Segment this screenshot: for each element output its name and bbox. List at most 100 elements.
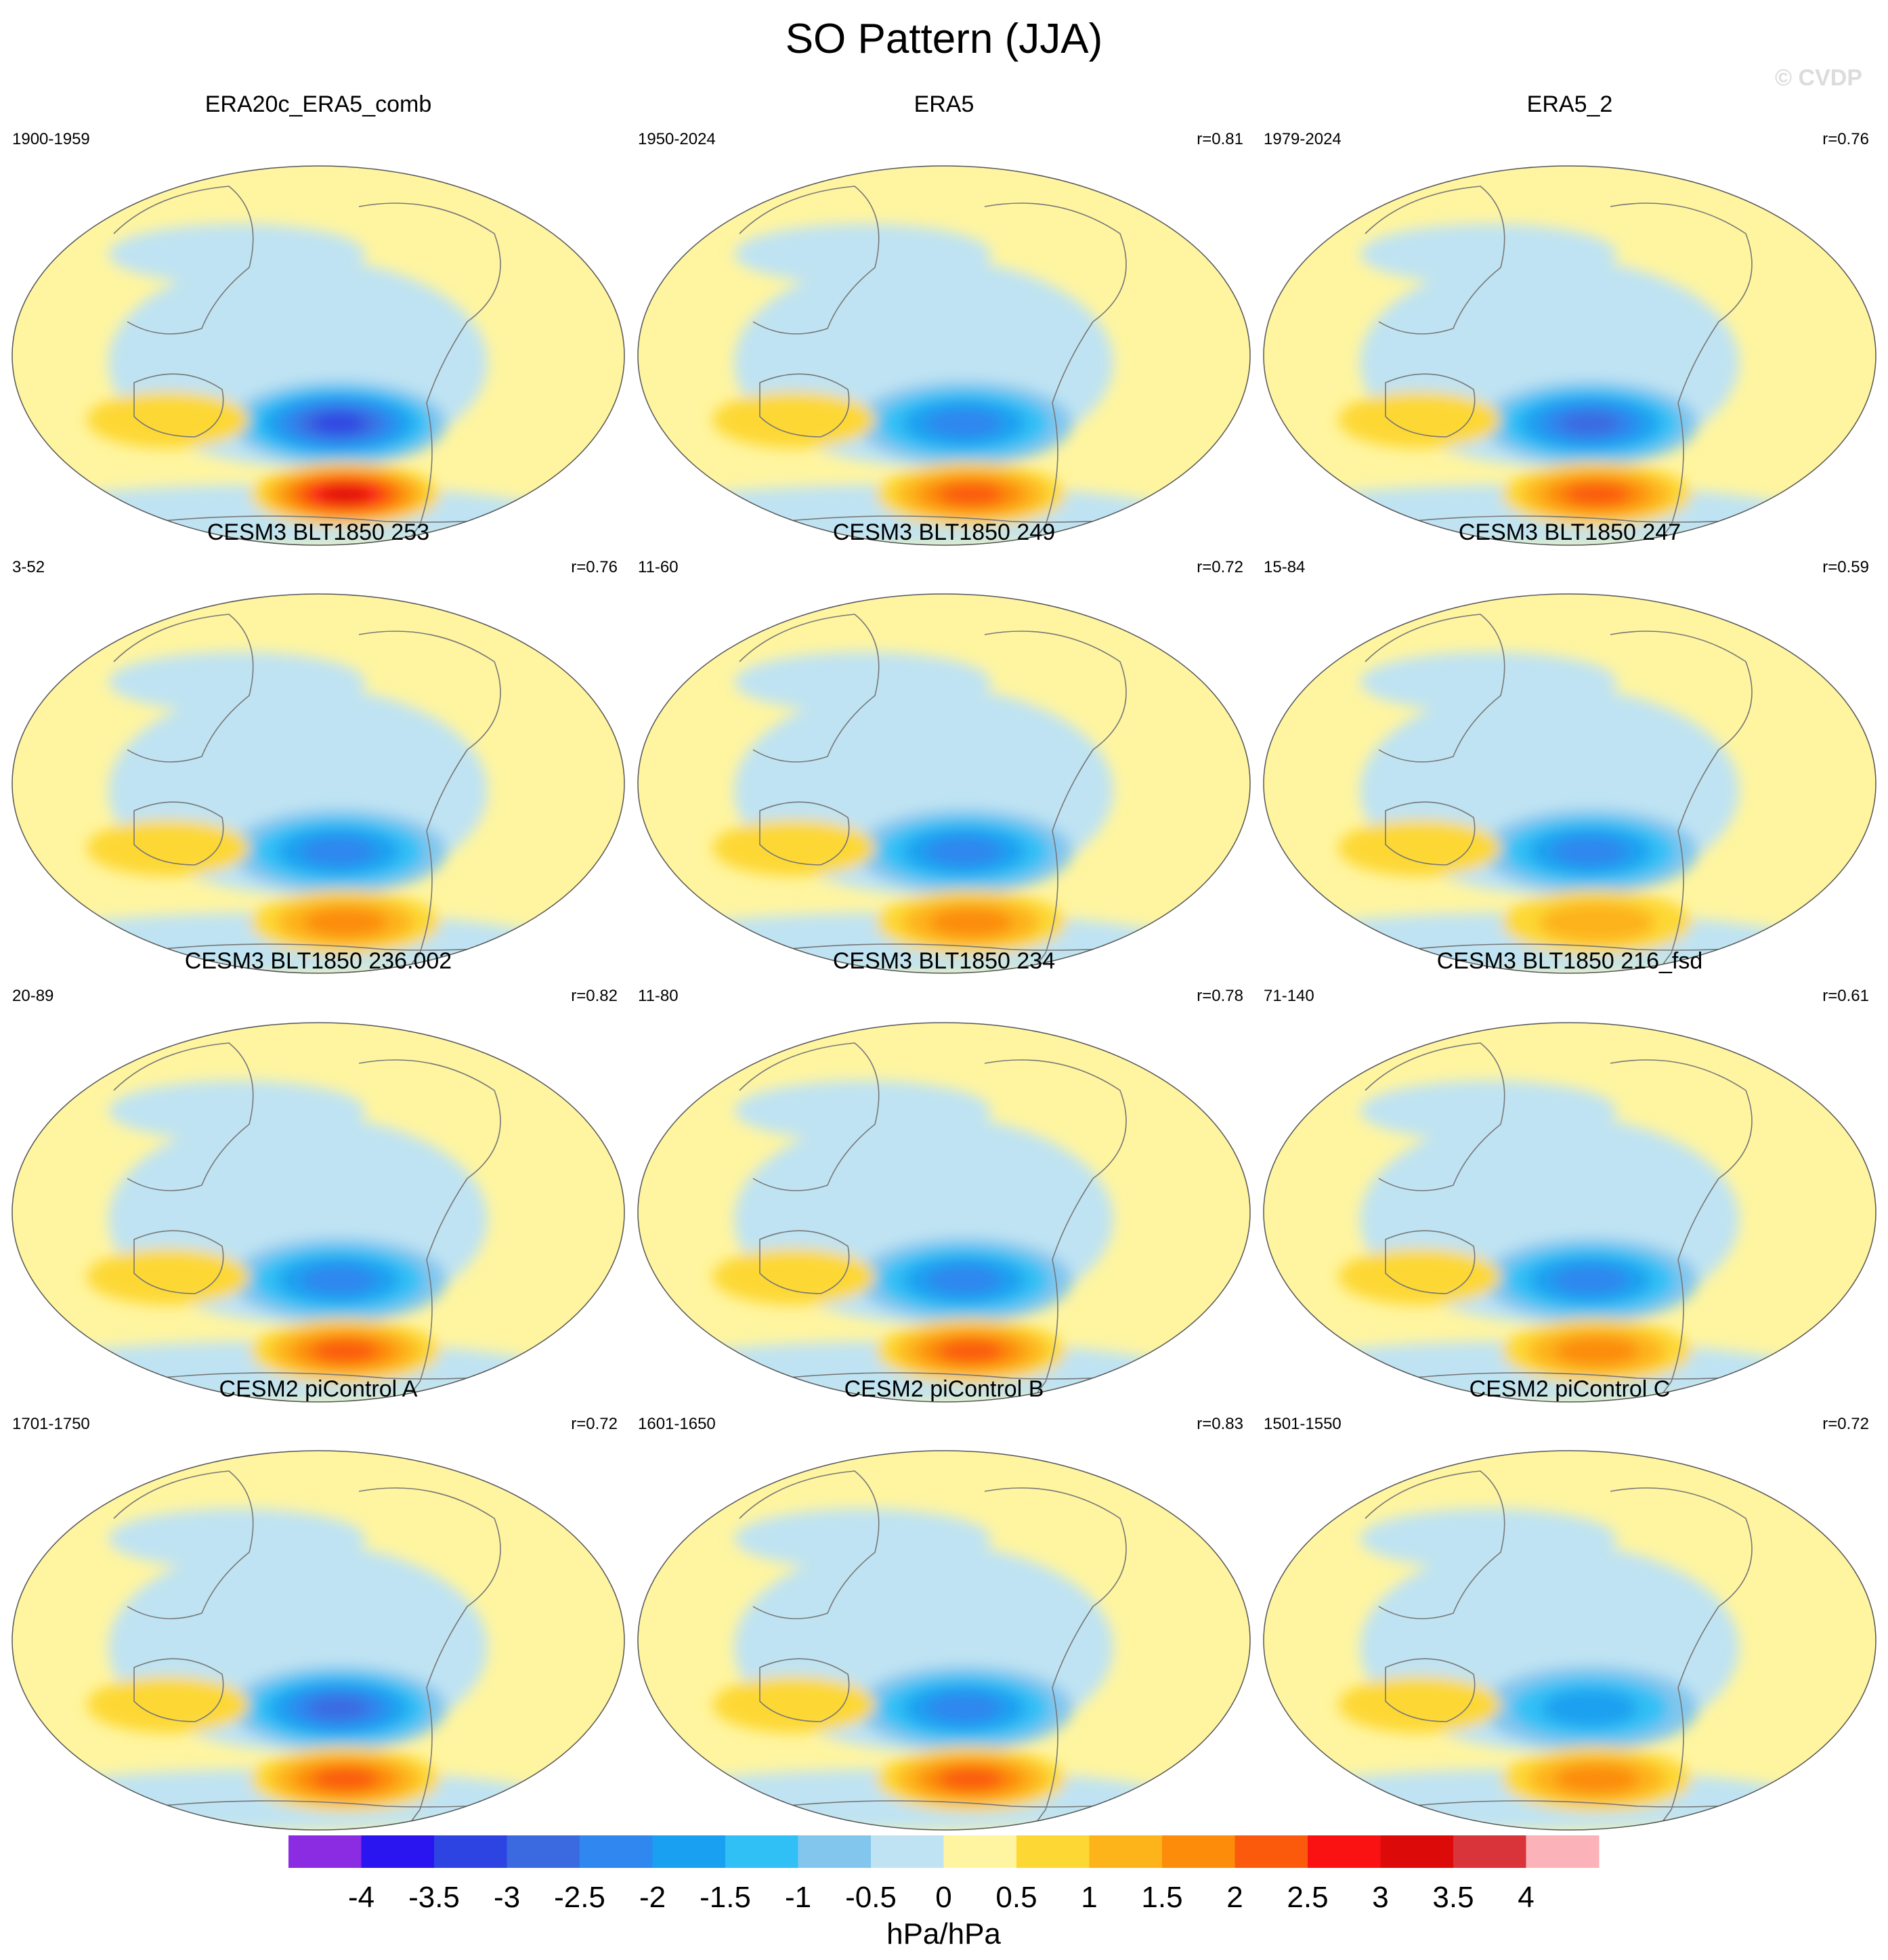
north-pacific-negative-band — [1360, 223, 1617, 284]
north-pacific-negative-band — [734, 1080, 991, 1141]
australia-coastline — [759, 1658, 850, 1722]
americas-coastline — [1610, 1487, 1753, 1830]
field-contours — [638, 223, 1179, 545]
australia-coastline — [133, 1230, 224, 1294]
indian-ocean-positive-lobe — [712, 1248, 875, 1305]
positive-contour — [1564, 483, 1630, 506]
colorbar-swatch — [434, 1835, 507, 1868]
colorbar-swatch — [1235, 1835, 1308, 1868]
positive-contour — [1538, 902, 1656, 943]
positive-contour — [312, 1340, 379, 1363]
colorbar-tick-label: -2 — [639, 1881, 666, 1914]
panel-title: CESM3 BLT1850 234 — [833, 948, 1055, 974]
north-pacific-negative-band — [734, 652, 991, 712]
asia-coastline — [1365, 614, 1505, 763]
panel-title: ERA5_2 — [1527, 91, 1613, 117]
panel-period: 15-84 — [1264, 558, 1305, 576]
map-panel: CESM3 BLT1850 234 11-80 r=0.78 — [637, 948, 1251, 1403]
colorbar-tick-label: 2.5 — [1287, 1881, 1328, 1914]
panel-title: CESM2 piControl C — [1469, 1376, 1671, 1402]
negative-contour — [1559, 411, 1621, 435]
colorbar-tick-label: -4 — [348, 1881, 374, 1914]
panel-title: CESM3 BLT1850 249 — [833, 519, 1055, 545]
panel-title: CESM2 piControl A — [219, 1376, 418, 1402]
map-field — [638, 1451, 1250, 1830]
negative-contour — [926, 408, 1002, 438]
negative-contour — [926, 836, 1002, 866]
colorbar-swatch — [1089, 1835, 1163, 1868]
map-panel: CESM2 piControl C 1501-1550 r=0.72 — [1263, 1376, 1876, 1831]
north-pacific-negative-band — [1360, 1508, 1617, 1569]
americas-coastline — [984, 1487, 1127, 1830]
map-field — [638, 1023, 1250, 1402]
negative-contour — [301, 836, 377, 866]
colorbar-tick-label: -1 — [785, 1881, 811, 1914]
map-field — [1264, 1023, 1876, 1402]
asia-coastline — [739, 1470, 880, 1619]
indian-ocean-positive-lobe — [712, 391, 875, 448]
negative-contour — [1552, 1265, 1628, 1295]
americas-coastline — [1610, 631, 1753, 973]
map-field — [638, 594, 1250, 973]
figure-title: SO Pattern (JJA) — [786, 16, 1103, 62]
map-panel: CESM2 piControl A 1701-1750 r=0.72 — [12, 1376, 625, 1831]
colorbar-tick-label: 0 — [935, 1881, 951, 1914]
colorbar-tick-label: 1 — [1081, 1881, 1097, 1914]
indian-ocean-positive-lobe — [1338, 819, 1501, 876]
colorbar-swatch — [1162, 1835, 1235, 1868]
positive-contour — [938, 483, 1004, 506]
field-contours — [1264, 223, 1805, 545]
panel-correlation: r=0.72 — [1197, 558, 1243, 576]
australia-coastline — [759, 801, 850, 866]
colorbar-tick-label: -0.5 — [845, 1881, 897, 1914]
asia-coastline — [113, 614, 254, 763]
field-contours — [12, 223, 553, 545]
positive-contour — [938, 1768, 1004, 1791]
asia-coastline — [113, 1470, 254, 1619]
colorbar-swatch — [507, 1835, 580, 1868]
map-border — [637, 593, 1251, 974]
colorbar-swatch — [1380, 1835, 1454, 1868]
colorbar-tick-label: 4 — [1518, 1881, 1534, 1914]
colorbar-swatch — [1016, 1835, 1090, 1868]
panel-correlation: r=0.81 — [1197, 130, 1243, 148]
colorbar-tick-label: 3.5 — [1432, 1881, 1474, 1914]
north-pacific-negative-band — [108, 652, 366, 712]
asia-coastline — [113, 1042, 254, 1191]
field-contours — [638, 1508, 1179, 1830]
colorbar-swatch — [943, 1835, 1017, 1868]
panel-correlation: r=0.59 — [1822, 558, 1869, 576]
americas-coastline — [358, 203, 501, 545]
indian-ocean-positive-lobe — [712, 1676, 875, 1733]
panel-correlation: r=0.72 — [1822, 1415, 1869, 1433]
panel-period: 11-80 — [638, 987, 679, 1005]
coastlines — [727, 1042, 1216, 1402]
panel-correlation: r=0.61 — [1822, 987, 1869, 1005]
asia-coastline — [113, 186, 254, 335]
map-border — [637, 165, 1251, 546]
negative-contour — [926, 1693, 1002, 1723]
map-border — [1263, 593, 1876, 974]
field-contours — [12, 1508, 553, 1830]
indian-ocean-positive-lobe — [712, 819, 875, 876]
map-border — [12, 593, 625, 974]
map-panel: ERA20c_ERA5_comb 1900-1959 — [12, 91, 625, 546]
indian-ocean-positive-lobe — [87, 819, 249, 876]
colorbar-swatch — [798, 1835, 872, 1868]
negative-contour — [1541, 1689, 1639, 1727]
positive-contour — [322, 486, 368, 503]
panel-title: CESM3 BLT1850 216_fsd — [1437, 948, 1703, 974]
colorbar-swatch — [871, 1835, 944, 1868]
colorbar: -4 -3.5 -3 -2.5 -2 -1.5 -1 -0.5 0 0.5 1 1.5 2 2.5 3 3.5… — [288, 1835, 1600, 1951]
panel-period: 1601-1650 — [638, 1415, 716, 1433]
asia-coastline — [739, 186, 880, 335]
australia-coastline — [1385, 373, 1476, 438]
asia-coastline — [1365, 1470, 1505, 1619]
watermark: © CVDP — [1775, 65, 1862, 91]
negative-contour — [312, 412, 365, 434]
panel-period: 71-140 — [1264, 987, 1314, 1005]
colorbar-label: hPa/hPa — [886, 1917, 1001, 1951]
asia-coastline — [1365, 186, 1505, 335]
asia-coastline — [739, 1042, 880, 1191]
